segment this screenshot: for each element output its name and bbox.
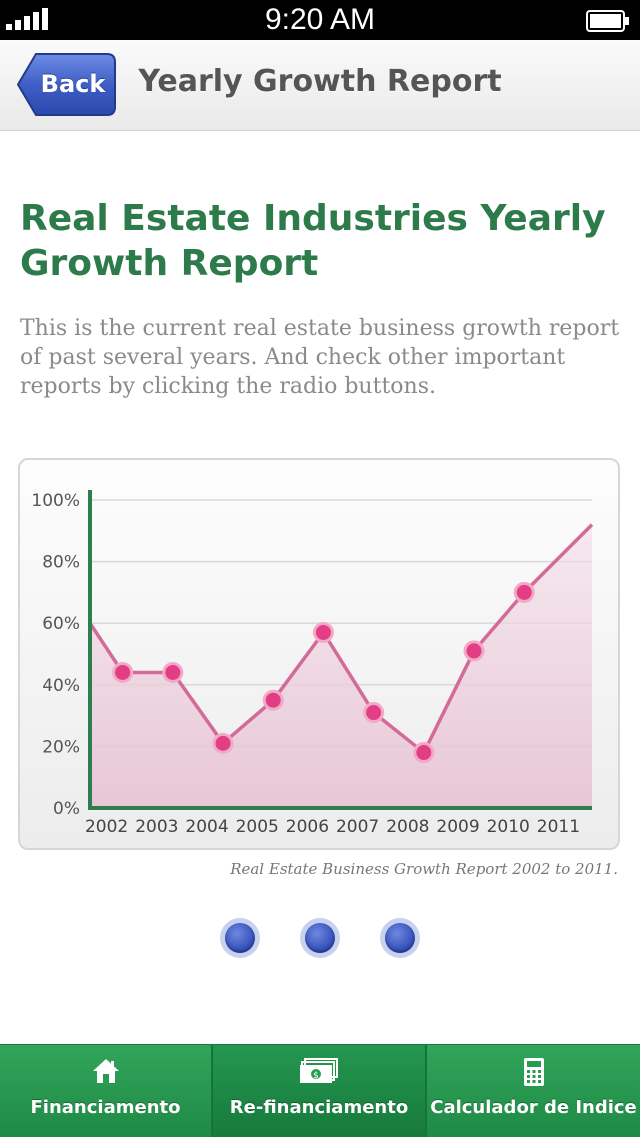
- y-tick-label: 80%: [42, 553, 80, 573]
- tab-divider: [425, 1045, 427, 1137]
- x-tick-label: 2006: [286, 817, 329, 837]
- x-tick-label: 2002: [85, 817, 128, 837]
- y-tick-label: 60%: [42, 614, 80, 634]
- y-tick-label: 40%: [42, 676, 80, 696]
- tab-label: Re-financiamento: [229, 1097, 409, 1118]
- radio-button-report-3[interactable]: [380, 918, 420, 958]
- x-tick-label: 2007: [336, 817, 379, 837]
- battery-icon: [586, 10, 629, 32]
- back-button-label: Back: [40, 70, 106, 98]
- radio-button-report-1[interactable]: [220, 918, 260, 958]
- page-description: This is the current real estate business…: [20, 316, 620, 399]
- data-point: [262, 689, 284, 711]
- tab-calculador-de-indice[interactable]: Calculador de Indice: [427, 1045, 640, 1137]
- x-tick-label: 2010: [487, 817, 530, 837]
- radio-dot: [305, 923, 335, 953]
- x-tick-label: 2004: [185, 817, 228, 837]
- tab-label: Calculador de Indice: [430, 1097, 637, 1118]
- y-tick-label: 0%: [53, 799, 80, 819]
- status-bar: 9:20 AM: [0, 0, 640, 40]
- svg-text:$: $: [313, 1071, 319, 1081]
- chart-caption: Real Estate Business Growth Report 2002 …: [230, 860, 618, 878]
- tab-re-financiamento[interactable]: $ Re-financiamento: [213, 1045, 425, 1137]
- growth-chart-svg: 0% 20% 40% 60% 80% 100% 2002 2003 2004 2005 2006 20…: [31, 490, 594, 837]
- back-button[interactable]: Back: [16, 53, 116, 116]
- x-tick-label: 2003: [135, 817, 178, 837]
- radio-dot: [225, 923, 255, 953]
- status-time: 9:20 AM: [264, 3, 376, 36]
- data-point: [212, 732, 234, 754]
- data-point: [312, 621, 334, 643]
- page-title: Real Estate Industries Yearly Growth Rep…: [20, 198, 606, 284]
- y-tick-label: 100%: [31, 491, 80, 511]
- money-icon: $: [300, 1058, 338, 1083]
- data-point: [162, 661, 184, 683]
- home-icon: [92, 1059, 119, 1083]
- tab-label: Financiamento: [30, 1097, 181, 1118]
- y-tick-label: 20%: [42, 737, 80, 757]
- tab-financiamento[interactable]: Financiamento: [0, 1045, 211, 1137]
- back-button-shape: [16, 53, 116, 116]
- signal-strength-icon: [6, 8, 48, 30]
- navigation-bar: Back Yearly Growth Report: [0, 40, 640, 131]
- radio-dot: [385, 923, 415, 953]
- data-point: [463, 640, 485, 662]
- tab-bar: Financiamento $ Re-financiamento Calcula…: [0, 1044, 640, 1137]
- x-tick-label: 2009: [436, 817, 479, 837]
- calculator-icon: [523, 1058, 544, 1086]
- x-tick-label: 2011: [537, 817, 580, 837]
- tab-divider: [211, 1045, 213, 1137]
- report-radio-group: [0, 918, 640, 962]
- data-point: [513, 581, 535, 603]
- radio-button-report-2[interactable]: [300, 918, 340, 958]
- x-tick-label: 2005: [236, 817, 279, 837]
- data-point: [363, 702, 385, 724]
- data-point: [413, 742, 435, 764]
- growth-chart: 0% 20% 40% 60% 80% 100% 2002 2003 2004 2005 2006 20…: [18, 458, 620, 850]
- data-point: [112, 661, 134, 683]
- nav-title: Yearly Growth Report: [138, 64, 502, 99]
- x-tick-label: 2008: [386, 817, 429, 837]
